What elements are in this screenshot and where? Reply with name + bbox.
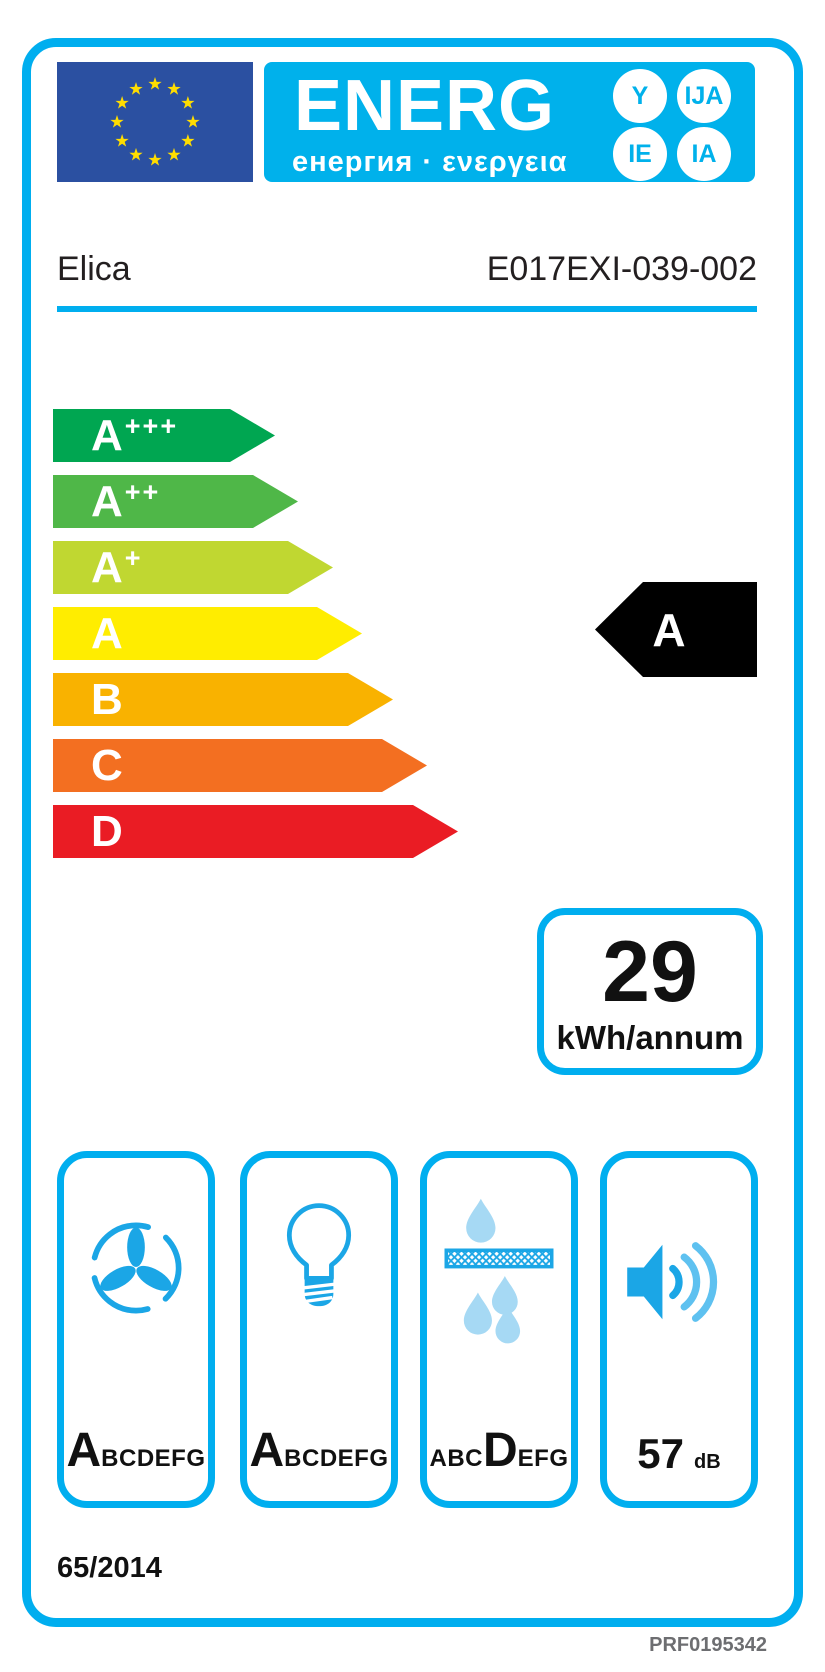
class-letters-pre: ABC: [429, 1445, 483, 1472]
fan-icon: [90, 1222, 182, 1314]
header-divider: [57, 306, 757, 312]
scale-plus: ++: [124, 477, 161, 507]
model-number: E017EXI-039-002: [486, 250, 757, 288]
noise-db-value: 57: [637, 1430, 685, 1477]
scale-arrow-a-plus1: A +: [53, 541, 333, 594]
class-letter-rated: A: [66, 1424, 102, 1477]
scale-letter: A: [91, 608, 123, 658]
scale-letter: A: [91, 410, 123, 460]
lightbulb-icon: [286, 1203, 352, 1307]
metric-box-fan-efficiency: ABCDEFG: [57, 1151, 215, 1508]
reference-code: PRF0195342: [649, 1634, 767, 1656]
scale-arrow-a: A: [53, 607, 362, 660]
eu-flag-icon: [57, 62, 253, 182]
class-letter-rated: D: [482, 1424, 518, 1477]
rated-class-letter: A: [652, 603, 686, 656]
noise-value: 57 dB: [607, 1433, 751, 1475]
class-letters-post: EFG: [517, 1445, 569, 1472]
label-border: [22, 38, 803, 1627]
class-letter-rated: A: [249, 1424, 285, 1477]
consumption-unit: kWh/annum: [556, 1019, 744, 1056]
regulation-number: 65/2014: [57, 1552, 162, 1584]
grease-filter-icon: [444, 1198, 554, 1344]
suffix-circle-ie: IE: [613, 127, 667, 181]
consumption-box: 29 kWh/annum: [537, 908, 763, 1075]
energ-subtext: енергия · ενεργεια: [292, 146, 568, 178]
language-suffix-circles: Y IJA IE IA: [611, 69, 743, 181]
lighting-classes: ABCDEFG: [247, 1427, 391, 1475]
consumption-value: 29: [602, 924, 698, 1020]
scale-arrow-b: B: [53, 673, 393, 726]
class-letters-post: BCDEFG: [101, 1445, 206, 1472]
scale-arrow-a-plus2: A ++: [53, 475, 298, 528]
brand-name: Elica: [57, 250, 131, 288]
noise-db-unit: dB: [694, 1451, 721, 1473]
suffix-circle-ija: IJA: [677, 69, 731, 123]
noise-icon: [627, 1242, 718, 1322]
metric-box-noise: 57 dB: [600, 1151, 758, 1508]
suffix-circle-ia: IA: [677, 127, 731, 181]
energ-logo-band: ENERG енергия · ενεργεια Y IJA IE IA: [264, 62, 755, 182]
scale-letter: A: [91, 542, 123, 592]
scale-plus: +: [124, 543, 143, 573]
scale-arrow-a-plus3: A +++: [53, 409, 275, 462]
metric-box-grease-filtering: ABCDEFG: [420, 1151, 578, 1508]
grease-filtering-classes: ABCDEFG: [427, 1427, 571, 1475]
scale-letter: C: [91, 740, 123, 790]
fan-efficiency-classes: ABCDEFG: [64, 1427, 208, 1475]
scale-arrow-c: C: [53, 739, 427, 792]
scale-letter: D: [91, 806, 123, 856]
scale-letter: B: [91, 674, 123, 724]
metric-box-lighting: ABCDEFG: [240, 1151, 398, 1508]
energ-word: ENERG: [294, 66, 556, 146]
scale-letter: A: [91, 476, 123, 526]
scale-plus: +++: [124, 411, 179, 441]
scale-arrow-d: D: [53, 805, 458, 858]
suffix-circle-y: Y: [613, 69, 667, 123]
class-letters-post: BCDEFG: [284, 1445, 389, 1472]
